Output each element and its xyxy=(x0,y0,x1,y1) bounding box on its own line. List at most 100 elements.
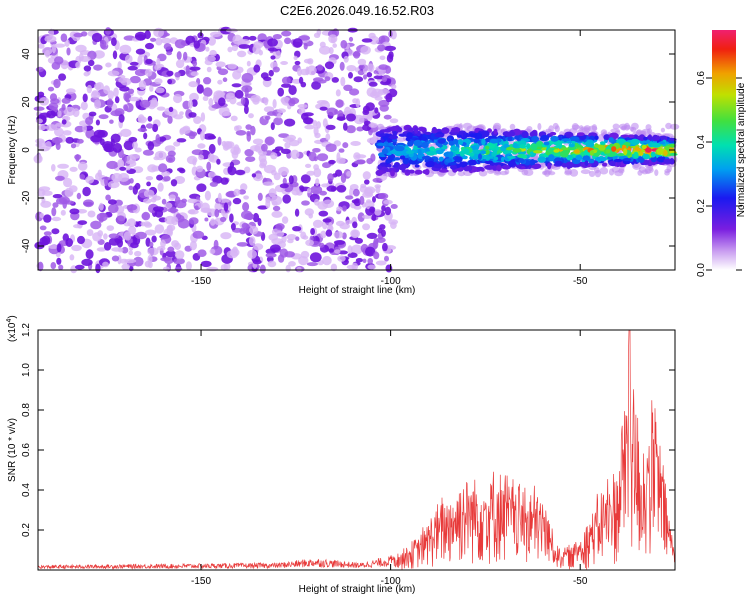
noise-blob xyxy=(77,161,88,171)
noise-blob xyxy=(335,89,341,97)
band-blob xyxy=(582,155,590,162)
band-blob xyxy=(450,146,460,152)
band-blob xyxy=(417,126,425,131)
noise-blob xyxy=(80,101,88,111)
noise-blob xyxy=(144,229,157,236)
band-blob xyxy=(377,165,383,170)
band-blob xyxy=(435,149,444,155)
noise-blob xyxy=(185,65,190,75)
noise-blob xyxy=(384,255,389,262)
band-halo-blob xyxy=(632,162,642,170)
noise-blob xyxy=(270,152,278,160)
snr-y-tick-label: 1.2 xyxy=(21,323,32,337)
noise-blob xyxy=(128,185,134,191)
noise-blob xyxy=(287,238,294,244)
noise-blob xyxy=(263,76,272,82)
band-blob xyxy=(561,138,571,142)
noise-blob xyxy=(336,185,347,193)
noise-blob xyxy=(150,197,157,203)
noise-blob xyxy=(281,76,291,85)
band-blob xyxy=(669,158,675,165)
noise-blob xyxy=(192,230,205,239)
noise-blob xyxy=(361,214,372,219)
noise-blob xyxy=(179,168,186,174)
noise-blob xyxy=(220,232,232,240)
noise-blob xyxy=(151,97,158,107)
noise-blob xyxy=(87,59,95,67)
noise-blob xyxy=(247,249,257,259)
noise-blob xyxy=(151,235,157,243)
noise-blob xyxy=(391,84,397,90)
noise-blob xyxy=(236,242,249,247)
band-blob xyxy=(421,155,432,160)
noise-blob xyxy=(155,37,163,46)
band-blob xyxy=(565,134,571,138)
snr-background xyxy=(38,330,675,570)
band-blob xyxy=(669,143,676,148)
band-blob xyxy=(406,132,413,140)
band-halo-blob xyxy=(665,122,672,130)
noise-blob xyxy=(167,246,175,253)
noise-blob xyxy=(104,146,115,153)
noise-blob xyxy=(292,38,303,48)
noise-blob xyxy=(369,35,379,45)
spectrogram-signal-band xyxy=(374,122,680,178)
band-blob xyxy=(599,141,606,145)
noise-blob xyxy=(361,38,373,43)
band-blob xyxy=(501,164,512,170)
noise-blob xyxy=(213,239,219,250)
noise-blob xyxy=(37,124,47,131)
band-blob xyxy=(602,162,608,167)
band-blob xyxy=(379,133,386,137)
noise-blob xyxy=(128,88,135,95)
noise-blob xyxy=(347,245,353,254)
noise-blob xyxy=(374,95,383,101)
noise-blob xyxy=(156,57,161,67)
noise-blob xyxy=(244,87,249,97)
noise-blob xyxy=(200,202,210,213)
band-blob xyxy=(574,149,580,154)
noise-blob xyxy=(306,170,316,176)
noise-blob xyxy=(110,110,123,117)
noise-blob xyxy=(372,177,382,183)
band-halo-blob xyxy=(422,161,427,168)
band-halo-blob xyxy=(654,169,659,177)
band-halo-blob xyxy=(629,126,635,132)
noise-blob xyxy=(357,212,365,223)
noise-blob xyxy=(253,243,264,251)
noise-blob xyxy=(111,37,117,47)
colorbar-label: Normalized spectral amplitude xyxy=(736,82,747,217)
noise-blob xyxy=(311,81,322,90)
band-halo-blob xyxy=(599,167,609,175)
noise-blob xyxy=(346,65,357,72)
noise-blob xyxy=(284,118,296,127)
noise-blob xyxy=(57,163,69,169)
noise-blob xyxy=(343,122,348,131)
noise-blob xyxy=(266,111,277,116)
noise-blob xyxy=(37,140,47,149)
noise-blob xyxy=(375,260,387,266)
noise-blob xyxy=(364,179,370,185)
band-blob xyxy=(485,145,490,150)
noise-blob xyxy=(118,77,128,83)
noise-blob xyxy=(138,80,147,91)
noise-blob xyxy=(54,127,64,137)
band-blob xyxy=(426,150,436,156)
band-blob xyxy=(663,158,672,164)
noise-blob xyxy=(316,153,329,162)
noise-blob xyxy=(82,124,87,133)
noise-blob xyxy=(343,84,353,92)
noise-blob xyxy=(354,237,363,244)
noise-blob xyxy=(128,96,140,102)
noise-blob xyxy=(270,244,281,253)
band-blob xyxy=(608,137,614,143)
band-halo-blob xyxy=(523,168,534,176)
noise-blob xyxy=(235,125,242,131)
noise-blob xyxy=(252,259,262,265)
noise-blob xyxy=(354,160,366,165)
noise-blob xyxy=(153,27,165,38)
noise-blob xyxy=(212,175,223,184)
noise-blob xyxy=(333,240,346,245)
noise-blob xyxy=(243,195,250,200)
noise-blob xyxy=(137,55,143,66)
